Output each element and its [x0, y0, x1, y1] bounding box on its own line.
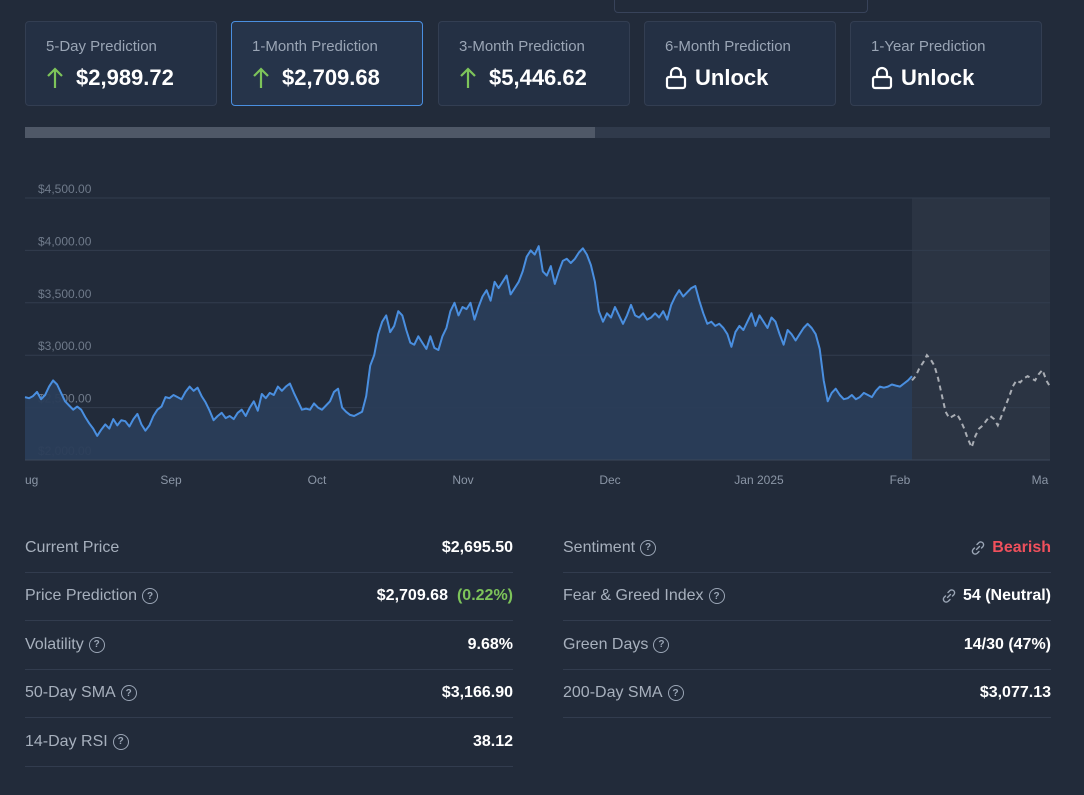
stat-value: 38.12	[472, 732, 513, 750]
card-label: 3-Month Prediction	[459, 38, 585, 55]
stat-label: Green Days?	[563, 635, 670, 654]
unlock-link[interactable]: Unlock	[695, 65, 769, 90]
stat-label: Volatility?	[25, 636, 105, 654]
stat-row-price-prediction: Price Prediction? $2,709.68 (0.22%)	[25, 573, 513, 621]
x-tick-label: Jan 2025	[734, 473, 784, 487]
stat-value: $3,077.13	[979, 684, 1051, 702]
x-tick-label: Dec	[599, 473, 620, 487]
help-icon[interactable]: ?	[653, 636, 670, 653]
help-icon[interactable]: ?	[112, 733, 129, 750]
fear-greed-value: 54 (Neutral)	[962, 587, 1051, 605]
stat-label: Sentiment?	[563, 538, 657, 557]
stat-value: 14/30 (47%)	[963, 635, 1051, 653]
stat-row-sentiment: Sentiment? Bearish	[563, 524, 1051, 573]
card-label: 1-Month Prediction	[252, 38, 378, 55]
help-icon[interactable]: ?	[88, 636, 105, 653]
stat-row-green-days: Green Days? 14/30 (47%)	[563, 621, 1051, 670]
y-tick-label: $4,000.00	[38, 234, 92, 248]
y-tick-label: $3,500.00	[38, 287, 92, 301]
price-area	[25, 246, 912, 460]
x-tick-label: Sep	[160, 473, 182, 487]
stat-label-text: Current Price	[25, 538, 120, 556]
lock-icon	[665, 66, 687, 90]
stat-value: $3,166.90	[441, 684, 513, 702]
arrow-up-icon	[47, 67, 63, 88]
card-value: $5,446.62	[489, 65, 587, 90]
help-icon[interactable]: ?	[120, 685, 137, 702]
prediction-cards: 5-Day Prediction $2,989.72 1-Month Predi…	[25, 21, 1044, 108]
stat-label-text: 200-Day SMA	[563, 684, 663, 702]
stat-label: Current Price	[25, 539, 119, 557]
card-1-month-prediction[interactable]: 1-Month Prediction $2,709.68	[231, 21, 423, 106]
stat-label: Fear & Greed Index?	[563, 587, 725, 605]
y-tick-label: $3,000.00	[38, 339, 92, 353]
forecast-region	[912, 198, 1050, 460]
arrow-up-icon	[253, 67, 269, 88]
x-tick-label: Feb	[890, 473, 911, 487]
card-value-row: $5,446.62	[459, 65, 587, 91]
stat-label-text: Fear & Greed Index	[563, 587, 704, 605]
help-icon[interactable]: ?	[640, 539, 657, 556]
stat-value: $2,709.68 (0.22%)	[377, 587, 513, 605]
card-value-row: Unlock	[665, 65, 768, 91]
card-3-month-prediction[interactable]: 3-Month Prediction $5,446.62	[438, 21, 630, 106]
stat-row-14-day-rsi: 14-Day RSI? 38.12	[25, 718, 513, 767]
stats-left-table: Current Price $2,695.50 Price Prediction…	[25, 524, 513, 767]
stat-row-200-day-sma: 200-Day SMA? $3,077.13	[563, 670, 1051, 718]
help-icon[interactable]: ?	[142, 588, 159, 605]
card-value-row: Unlock	[871, 65, 974, 91]
stat-row-50-day-sma: 50-Day SMA? $3,166.90	[25, 670, 513, 718]
stat-label-text: Price Prediction	[25, 587, 138, 605]
top-dropdown-stub[interactable]	[614, 0, 868, 13]
stat-label-text: Volatility	[25, 635, 84, 653]
link-icon	[972, 540, 985, 555]
stat-value: $2,695.50	[441, 538, 513, 556]
card-5-day-prediction[interactable]: 5-Day Prediction $2,989.72	[25, 21, 217, 106]
stat-label-text: Sentiment	[563, 538, 636, 556]
x-tick-label: ug	[25, 473, 38, 487]
forecast-line	[911, 353, 1051, 451]
arrow-up-icon	[460, 67, 476, 88]
help-icon[interactable]: ?	[667, 685, 684, 702]
card-1-year-prediction[interactable]: 1-Year Prediction Unlock	[850, 21, 1042, 106]
card-label: 1-Year Prediction	[871, 38, 986, 55]
stat-label: Price Prediction?	[25, 587, 159, 605]
card-value-row: $2,709.68	[252, 65, 380, 91]
help-icon[interactable]: ?	[708, 588, 725, 605]
card-value: $2,709.68	[282, 65, 380, 90]
card-value-row: $2,989.72	[46, 65, 174, 91]
x-tick-label: Ma	[1032, 473, 1049, 487]
link-icon	[942, 589, 956, 604]
change-percent: (0.22%)	[456, 587, 513, 605]
stat-label-text: 14-Day RSI	[25, 732, 108, 750]
stat-label: 200-Day SMA?	[563, 684, 684, 702]
sentiment-value: Bearish	[992, 538, 1051, 556]
chart-range-slider-fill[interactable]	[25, 127, 595, 138]
price-line	[24, 245, 913, 437]
price-chart: $4,500.00 $4,000.00 $3,500.00 $3,000.00 $2,5…	[0, 180, 1084, 500]
stat-label-text: Green Days	[563, 635, 649, 653]
stat-value: 9.68%	[467, 635, 513, 653]
price-chart-svg: $4,500.00$4,000.00$3,500.00$3,000.00$2,5…	[24, 182, 1051, 487]
stat-label-text: 50-Day SMA	[25, 684, 116, 702]
stat-value[interactable]: 54 (Neutral)	[941, 587, 1051, 605]
chart-range-slider[interactable]	[25, 127, 1050, 138]
stat-label: 14-Day RSI?	[25, 733, 129, 751]
stat-row-current-price: Current Price $2,695.50	[25, 524, 513, 573]
lock-icon	[871, 66, 893, 90]
stat-value-text: $2,709.68	[376, 587, 448, 605]
card-label: 6-Month Prediction	[665, 38, 791, 55]
stat-label: 50-Day SMA?	[25, 684, 137, 702]
stat-row-volatility: Volatility? 9.68%	[25, 621, 513, 670]
card-value: $2,989.72	[76, 65, 174, 90]
card-label: 5-Day Prediction	[46, 38, 157, 55]
card-6-month-prediction[interactable]: 6-Month Prediction Unlock	[644, 21, 836, 106]
unlock-link[interactable]: Unlock	[901, 65, 975, 90]
stat-row-fear-greed-index: Fear & Greed Index? 54 (Neutral)	[563, 573, 1051, 621]
x-tick-label: Oct	[308, 473, 327, 487]
x-tick-label: Nov	[452, 473, 473, 487]
stat-value[interactable]: Bearish	[970, 539, 1051, 557]
stats-right-table: Sentiment? Bearish Fear & Greed Index? 5…	[563, 524, 1051, 718]
y-tick-label: $4,500.00	[38, 182, 92, 196]
